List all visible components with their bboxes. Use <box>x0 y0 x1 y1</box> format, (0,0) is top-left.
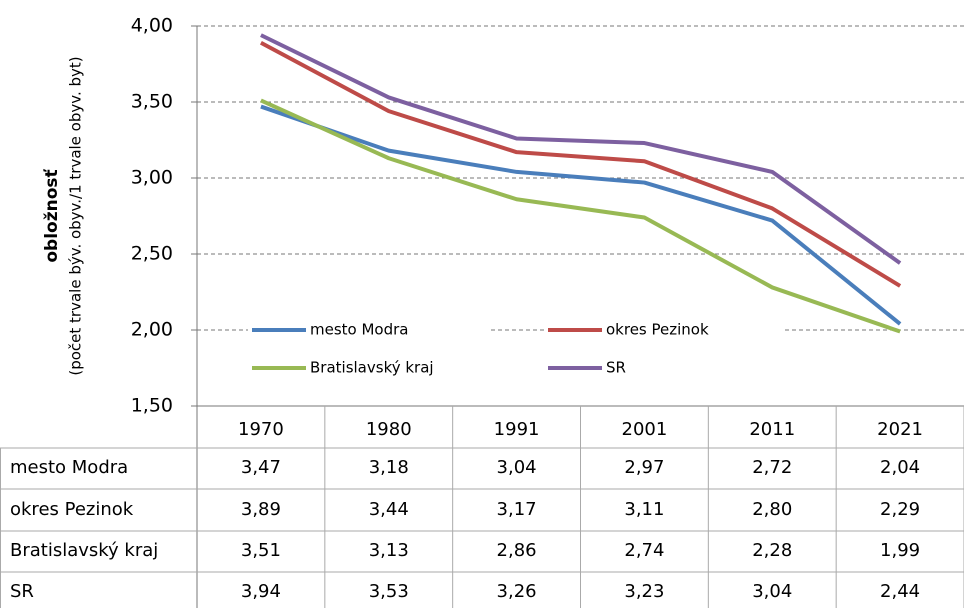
table-cell: 3,13 <box>369 540 409 561</box>
table-cell: 3,18 <box>369 457 409 478</box>
y-tick-label: 3,50 <box>131 91 173 113</box>
x-tick-label: 2001 <box>622 419 668 440</box>
y-axis-label: obložnosť <box>42 168 62 262</box>
row-label: okres Pezinok <box>10 499 134 520</box>
table-cell: 1,99 <box>880 540 920 561</box>
table-cell: 3,51 <box>241 540 281 561</box>
y-axis-label-group: obložnosť (počet trvale býv. obyv./1 trv… <box>42 56 85 375</box>
series-line <box>260 33 902 265</box>
row-label: mesto Modra <box>10 457 128 478</box>
table-cell: 2,04 <box>880 457 920 478</box>
table-cell: 3,04 <box>752 581 792 602</box>
x-tick-label: 1980 <box>366 419 412 440</box>
table-cell: 2,72 <box>752 457 792 478</box>
table-cell: 2,86 <box>497 540 537 561</box>
table-cell: 3,04 <box>497 457 537 478</box>
table-cell: 2,28 <box>752 540 792 561</box>
table-cell: 3,44 <box>369 499 409 520</box>
table-cell: 3,17 <box>497 499 537 520</box>
table-cell: 3,23 <box>624 581 664 602</box>
y-tick-label: 2,50 <box>131 243 173 265</box>
table-cell: 3,26 <box>497 581 537 602</box>
table-cell: 2,80 <box>752 499 792 520</box>
y-tick-label: 3,00 <box>131 167 173 189</box>
legend-label: okres Pezinok <box>606 321 709 339</box>
table-cell: 2,97 <box>624 457 664 478</box>
x-tick-label: 2011 <box>749 419 795 440</box>
x-tick-label: 2021 <box>877 419 923 440</box>
y-tick-label: 2,00 <box>131 319 173 341</box>
legend-label: mesto Modra <box>310 321 408 339</box>
table-cell: 3,94 <box>241 581 281 602</box>
series-line <box>259 40 902 288</box>
series-line <box>260 104 902 326</box>
table-cell: 2,29 <box>880 499 920 520</box>
x-tick-label: 1970 <box>238 419 284 440</box>
y-tick-label: 1,50 <box>131 395 173 417</box>
x-tick-label: 1991 <box>494 419 540 440</box>
y-axis-sublabel: (počet trvale býv. obyv./1 trvale obyv. … <box>67 56 85 375</box>
table-cell: 3,47 <box>241 457 281 478</box>
row-label: SR <box>10 581 34 602</box>
legend-label: SR <box>606 359 626 377</box>
table-cell: 3,53 <box>369 581 409 602</box>
series-line <box>260 98 901 334</box>
table-cell: 2,44 <box>880 581 920 602</box>
table-cell: 3,11 <box>624 499 664 520</box>
table-cell: 3,89 <box>241 499 281 520</box>
legend-label: Bratislavský kraj <box>310 359 434 377</box>
row-label: Bratislavský kraj <box>10 540 158 561</box>
y-tick-label: 4,00 <box>131 15 173 37</box>
table-cell: 2,74 <box>624 540 664 561</box>
